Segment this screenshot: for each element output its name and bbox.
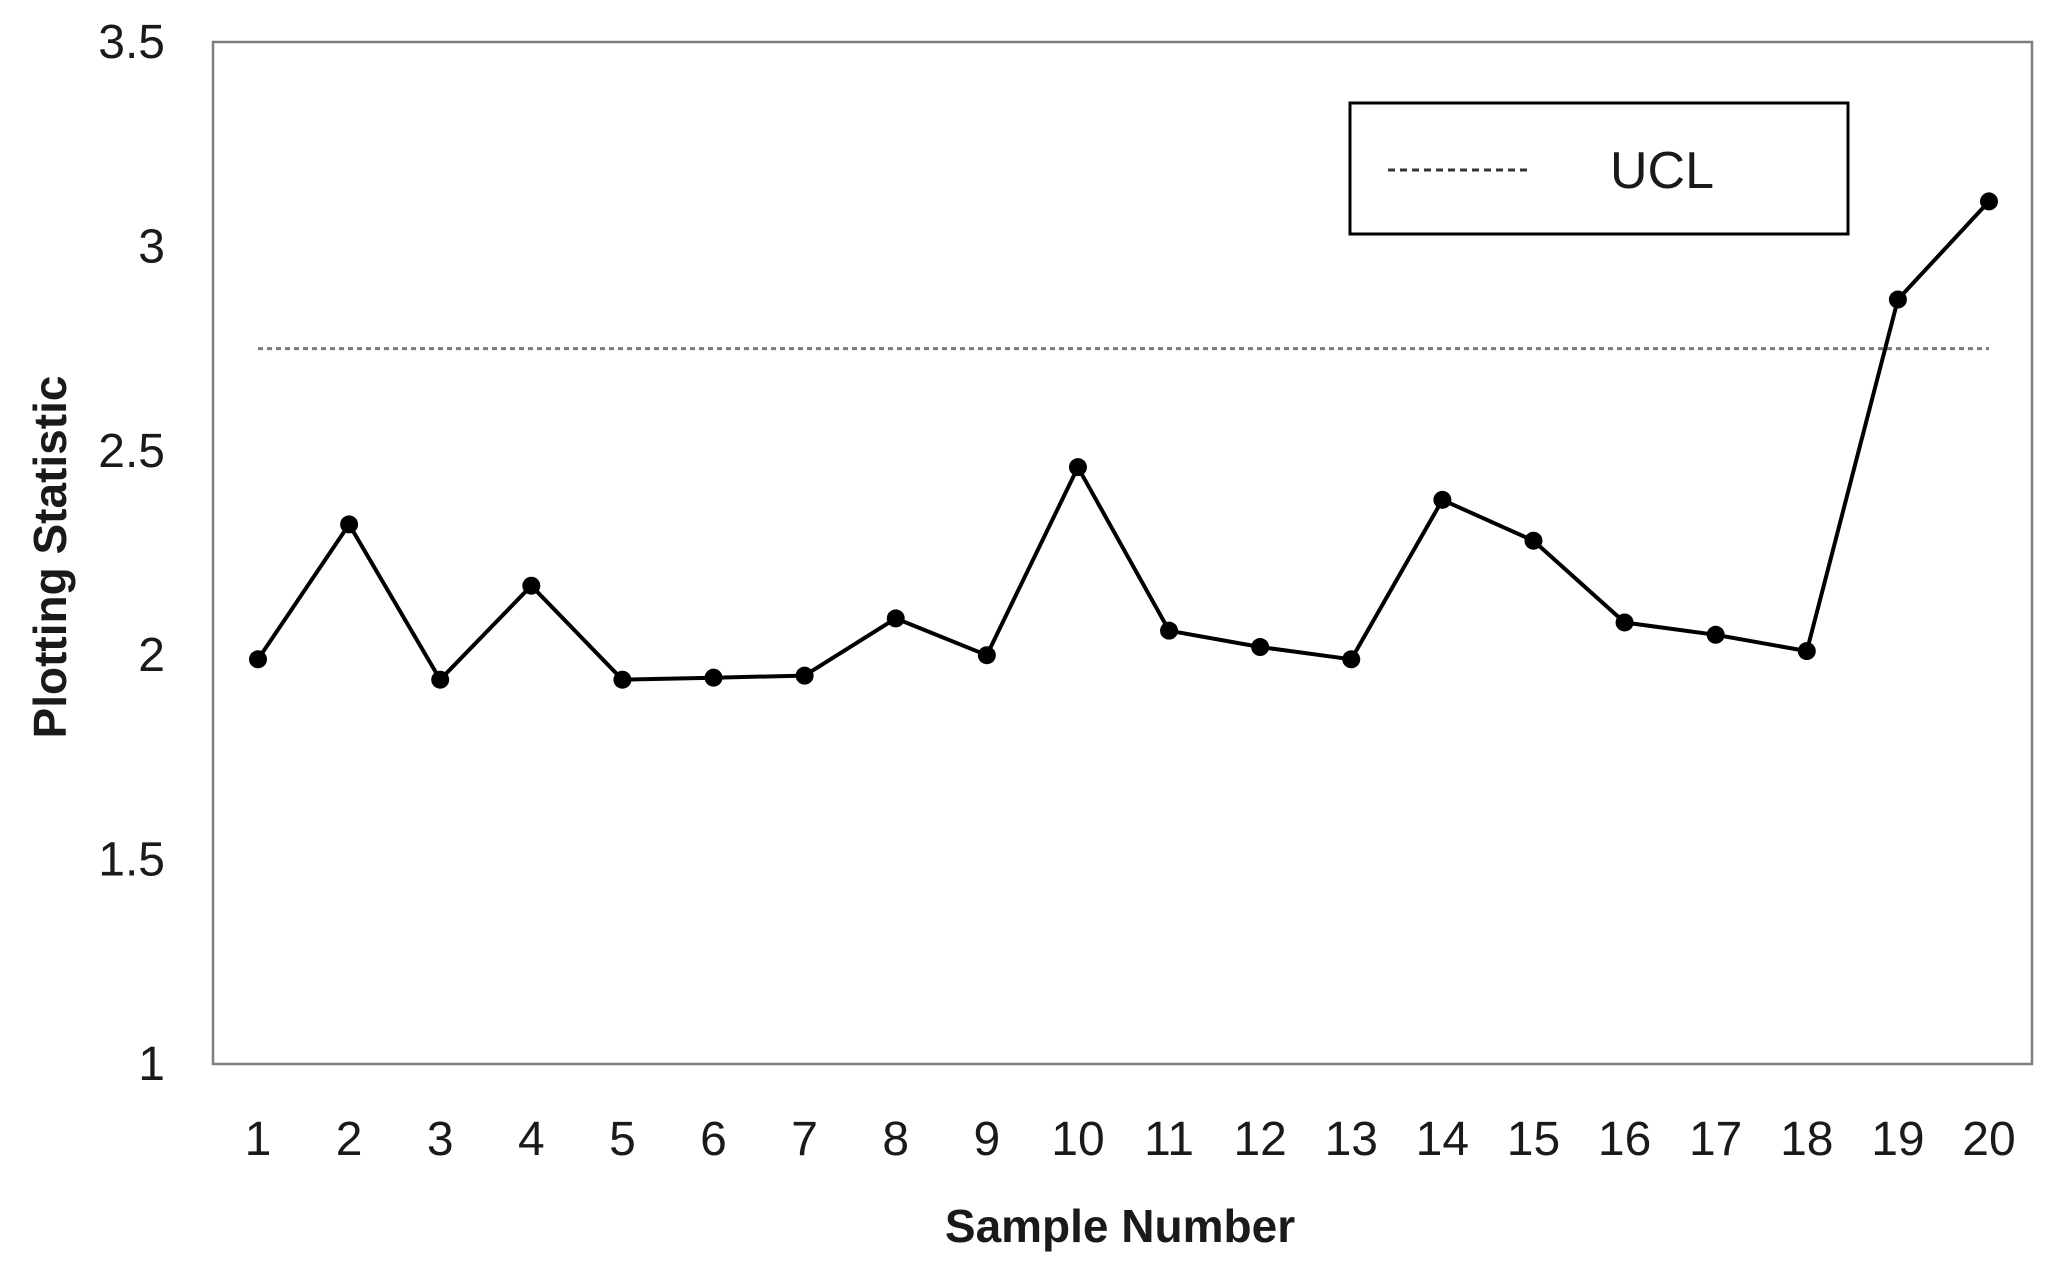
data-point — [795, 666, 814, 685]
data-point — [249, 650, 267, 669]
legend-box — [1348, 101, 1850, 236]
x-tick-label: 1 — [245, 1113, 272, 1166]
x-axis-title: Sample Number — [945, 1200, 1295, 1252]
data-point — [1980, 192, 1998, 211]
x-tick-label: 12 — [1233, 1113, 1286, 1166]
y-tick-label: 2 — [138, 629, 165, 682]
data-point — [1068, 458, 1087, 477]
x-tick-label: 3 — [427, 1113, 454, 1166]
x-tick-label: 4 — [518, 1113, 545, 1166]
x-tick-label: 16 — [1598, 1113, 1651, 1166]
data-point — [1706, 625, 1725, 644]
x-tick-label: 9 — [973, 1113, 1000, 1166]
series-line — [256, 200, 1991, 682]
legend-ucl-label: UCL — [1610, 142, 1714, 200]
x-tick-label: 14 — [1416, 1113, 1469, 1166]
data-point — [340, 515, 359, 534]
x-tick-label: 8 — [882, 1113, 909, 1166]
y-tick-label: 3 — [138, 220, 165, 273]
x-tick-label: 18 — [1780, 1113, 1833, 1166]
x-tick-label: 5 — [609, 1113, 636, 1166]
data-point — [1888, 290, 1907, 309]
x-tick-label: 20 — [1962, 1113, 2015, 1166]
x-tick-label: 17 — [1689, 1113, 1742, 1166]
y-tick-label: 2.5 — [98, 425, 165, 478]
data-point — [886, 609, 905, 628]
x-tick-label: 2 — [336, 1113, 363, 1166]
y-tick-label: 3.5 — [98, 16, 165, 69]
x-tick-label: 7 — [791, 1113, 818, 1166]
data-point — [431, 670, 450, 689]
x-tick-label: 6 — [700, 1113, 727, 1166]
data-point — [1160, 621, 1179, 640]
x-tick-label: 19 — [1871, 1113, 1924, 1166]
data-point — [1433, 490, 1452, 509]
x-tick-label: 11 — [1144, 1113, 1194, 1166]
data-point — [977, 646, 996, 665]
data-point — [1342, 650, 1361, 669]
x-tick-label: 15 — [1507, 1113, 1560, 1166]
data-point — [522, 576, 541, 595]
data-point — [613, 670, 632, 689]
y-tick-label: 1 — [138, 1038, 165, 1091]
y-tick-label: 1.5 — [98, 834, 165, 887]
data-point — [1797, 642, 1816, 661]
data-point — [1251, 638, 1270, 657]
y-axis-title: Plotting Statistic — [24, 376, 76, 739]
data-point — [704, 668, 723, 687]
data-point — [1615, 613, 1634, 632]
plot-area-frame — [211, 40, 2034, 1066]
x-tick-label: 13 — [1325, 1113, 1378, 1166]
data-point — [1524, 531, 1543, 550]
x-tick-label: 10 — [1051, 1113, 1104, 1166]
